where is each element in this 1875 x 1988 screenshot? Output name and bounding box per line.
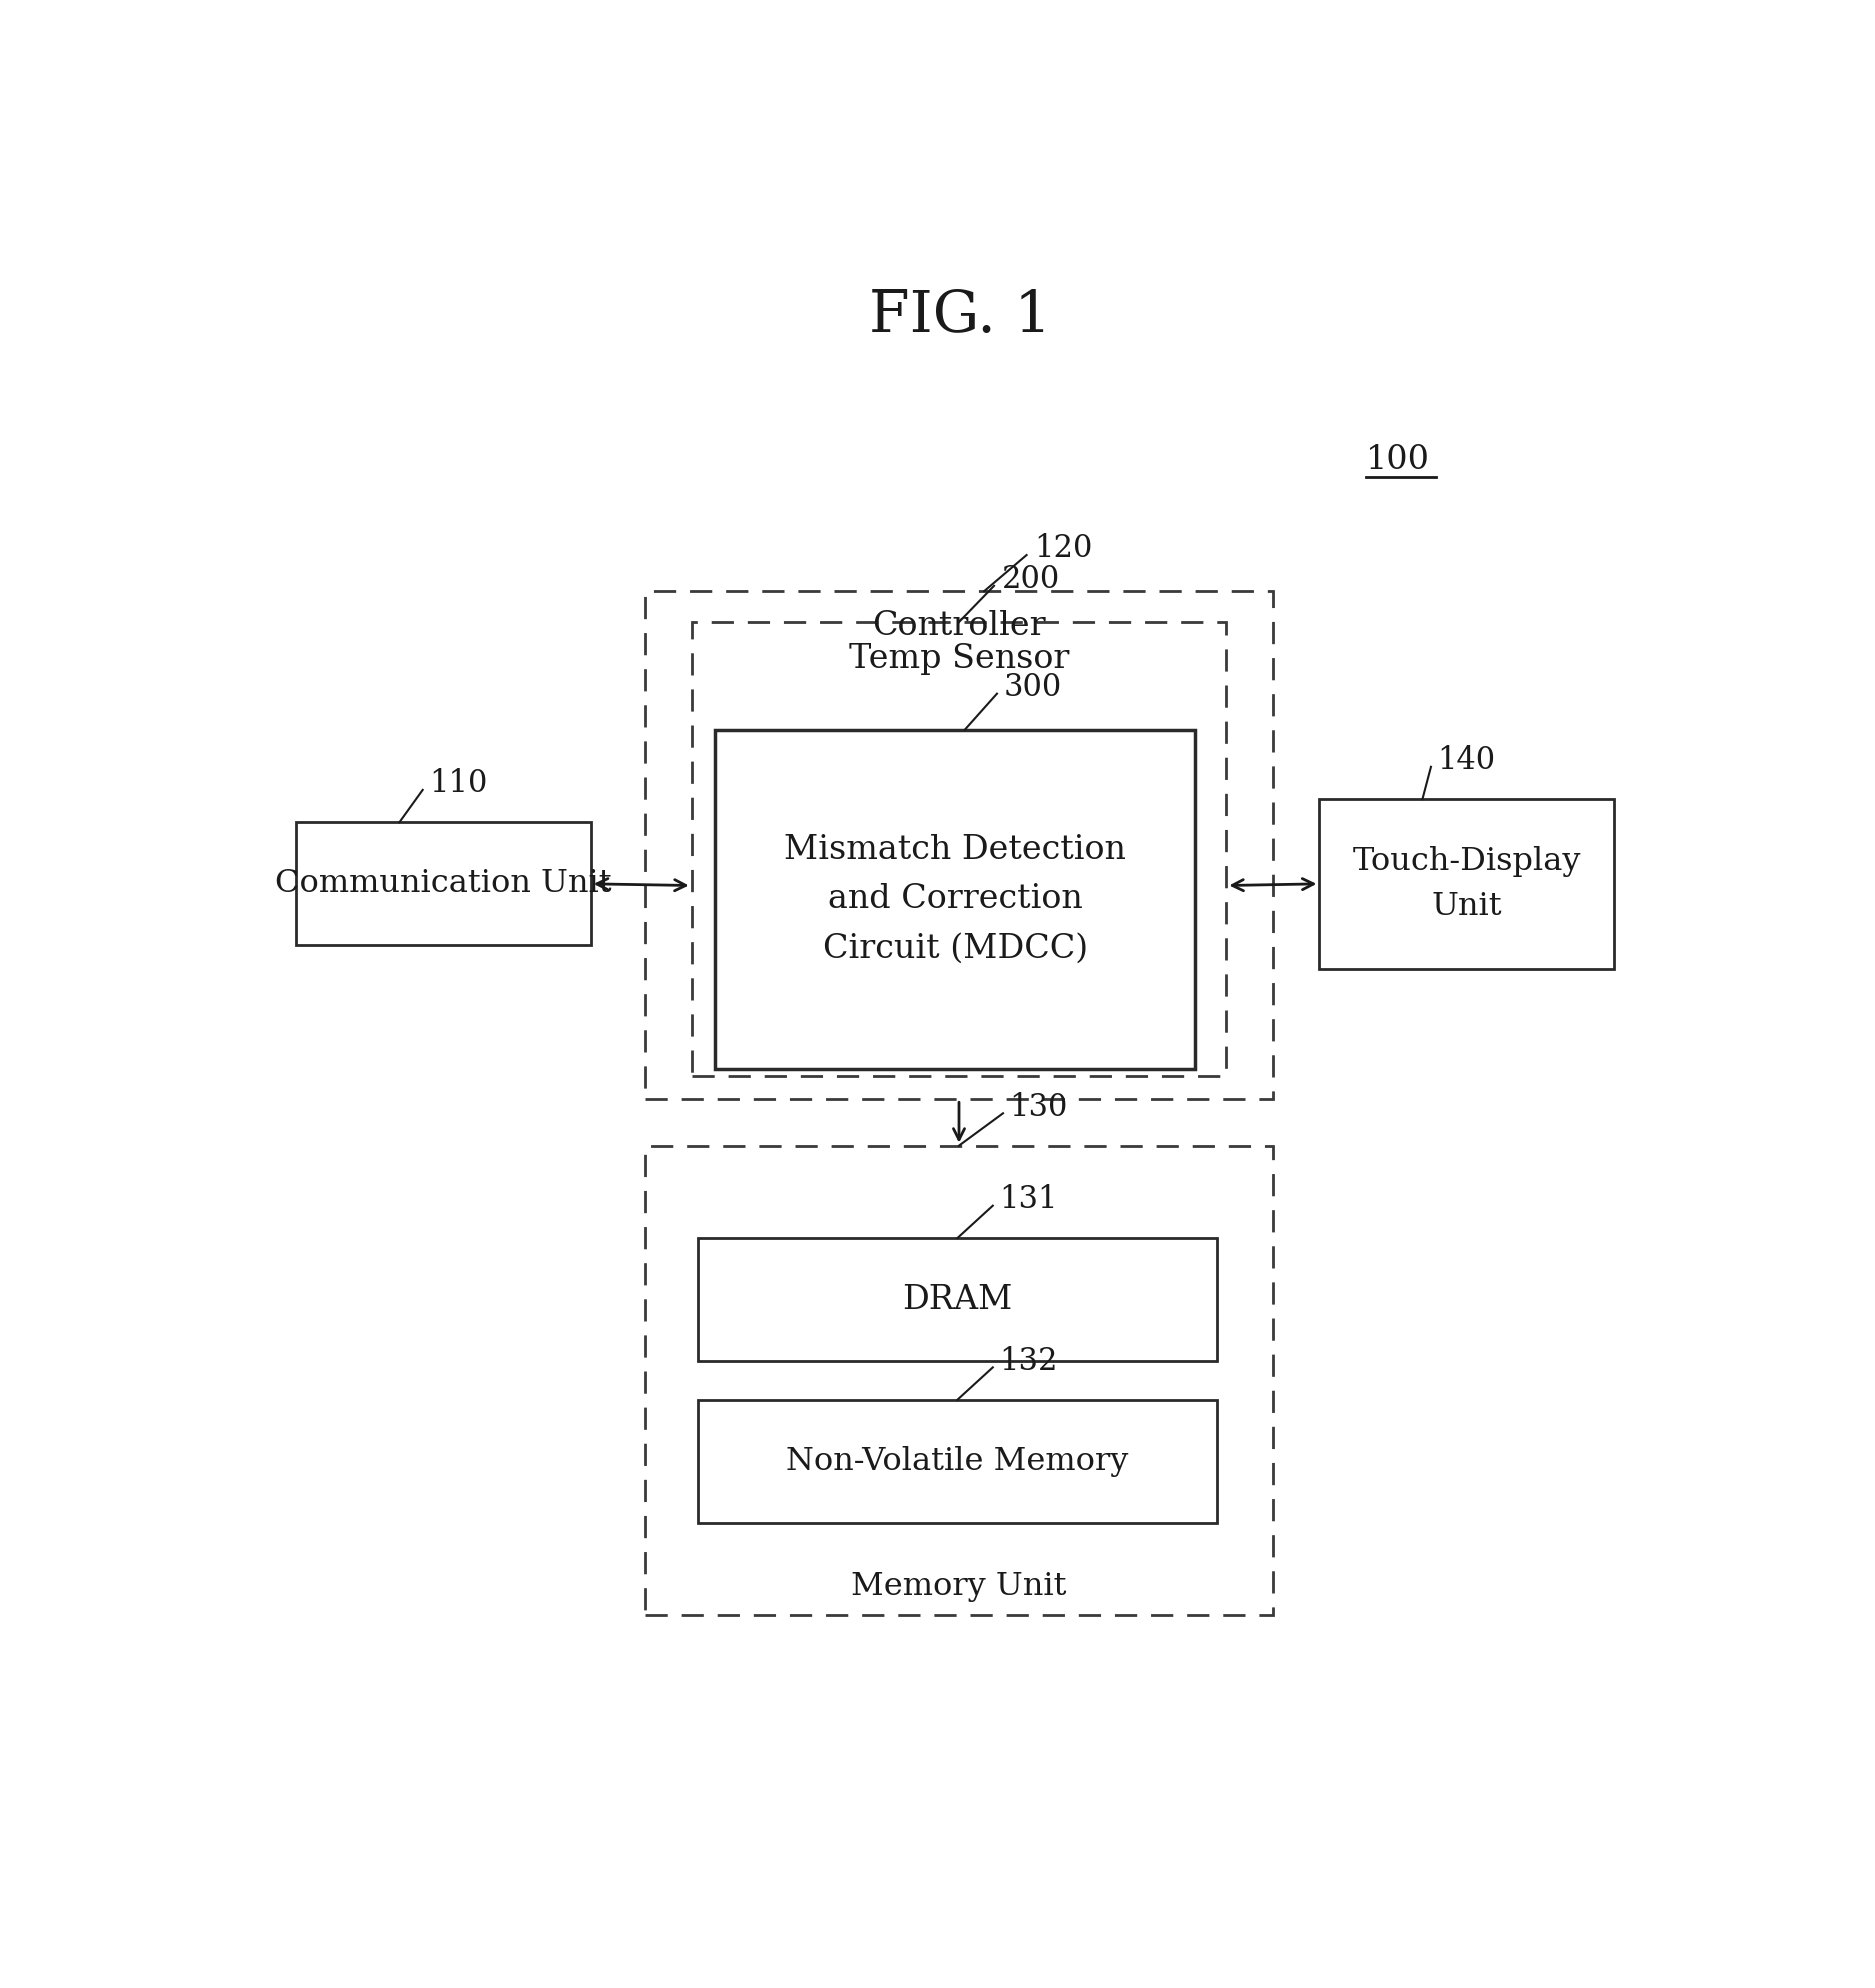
Bar <box>692 622 1226 1076</box>
Text: 200: 200 <box>1001 565 1059 594</box>
Text: 110: 110 <box>429 767 488 799</box>
Bar <box>296 823 591 946</box>
Bar <box>645 590 1273 1099</box>
Bar <box>645 1145 1273 1616</box>
Text: Temp Sensor: Temp Sensor <box>849 642 1069 676</box>
Text: Touch-Display
Unit: Touch-Display Unit <box>1352 845 1581 922</box>
Text: 130: 130 <box>1009 1091 1067 1123</box>
Bar <box>1320 799 1614 968</box>
Bar <box>714 730 1196 1070</box>
Text: 140: 140 <box>1436 746 1494 775</box>
Bar <box>698 1239 1217 1362</box>
Text: 300: 300 <box>1003 672 1061 704</box>
Text: Memory Unit: Memory Unit <box>851 1571 1067 1602</box>
Text: Controller: Controller <box>872 610 1046 642</box>
Text: 131: 131 <box>999 1185 1057 1215</box>
Bar <box>698 1400 1217 1523</box>
Text: 132: 132 <box>999 1346 1057 1378</box>
Text: Non-Volatile Memory: Non-Volatile Memory <box>786 1445 1129 1477</box>
Text: Communication Unit: Communication Unit <box>276 869 611 899</box>
Text: FIG. 1: FIG. 1 <box>870 288 1052 344</box>
Text: 120: 120 <box>1035 533 1093 565</box>
Text: DRAM: DRAM <box>902 1284 1013 1316</box>
Text: Mismatch Detection
and Correction
Circuit (MDCC): Mismatch Detection and Correction Circui… <box>784 833 1127 964</box>
Text: 100: 100 <box>1365 443 1431 475</box>
